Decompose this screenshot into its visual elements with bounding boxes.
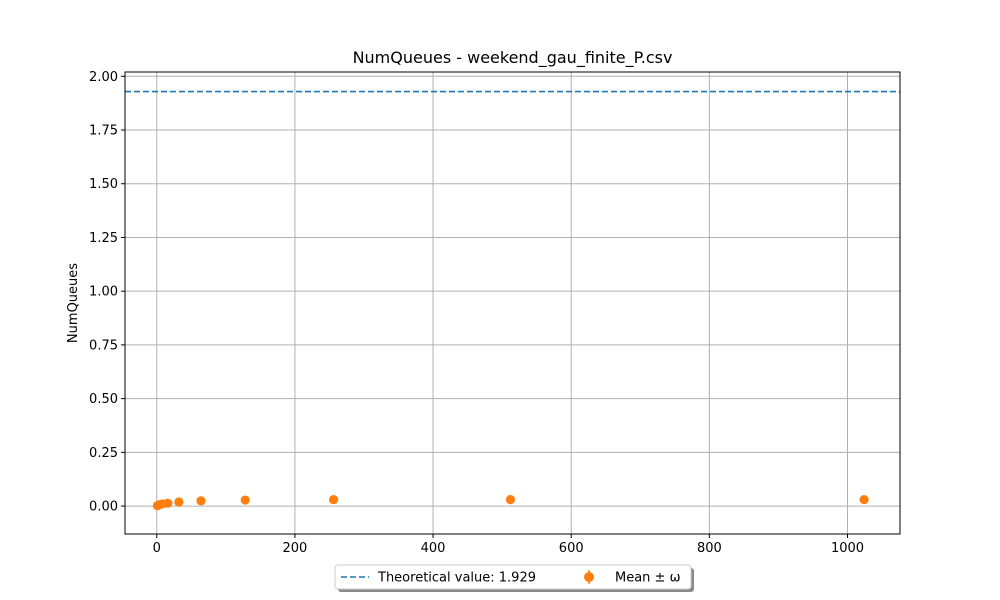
axis-ticks: 0 200 400 600 800 1000 0.00 0.25 0.50 0.75 1.00 1.2… [89,70,864,556]
legend-series-label: Mean ± ω [615,571,680,586]
x-tick-label: 400 [421,541,446,556]
chart-title: NumQueues - weekend_gau_finite_P.csv [353,48,673,68]
y-tick-label: 1.00 [89,285,118,300]
data-point [163,498,173,508]
y-tick-label: 0.75 [89,338,118,353]
legend-reference-label: Theoretical value: 1.929 [377,571,536,586]
x-tick-label: 600 [559,541,584,556]
y-tick-label: 0.00 [89,500,118,515]
x-tick-label: 200 [283,541,308,556]
data-point [174,497,184,507]
data-point [505,495,516,505]
y-axis-label: NumQueues [66,263,81,343]
data-point [329,495,339,505]
legend: Theoretical value: 1.929 Mean ± ω [334,564,694,592]
y-tick-label: 1.75 [89,124,118,139]
data-points [152,495,869,511]
data-point [859,495,869,505]
y-tick-label: 1.25 [89,231,118,246]
legend-point-swatch [584,572,594,582]
grid [125,72,900,534]
x-tick-label: 800 [697,541,722,556]
plot-frame [124,71,901,535]
data-point [196,496,206,506]
legend-box [334,564,692,590]
data-point [240,495,250,505]
y-tick-label: 2.00 [89,70,118,85]
x-tick-label: 1000 [831,541,864,556]
y-tick-label: 1.50 [89,177,118,192]
x-tick-label: 0 [153,541,161,556]
y-tick-label: 0.25 [89,446,118,461]
y-tick-label: 0.50 [89,392,118,407]
